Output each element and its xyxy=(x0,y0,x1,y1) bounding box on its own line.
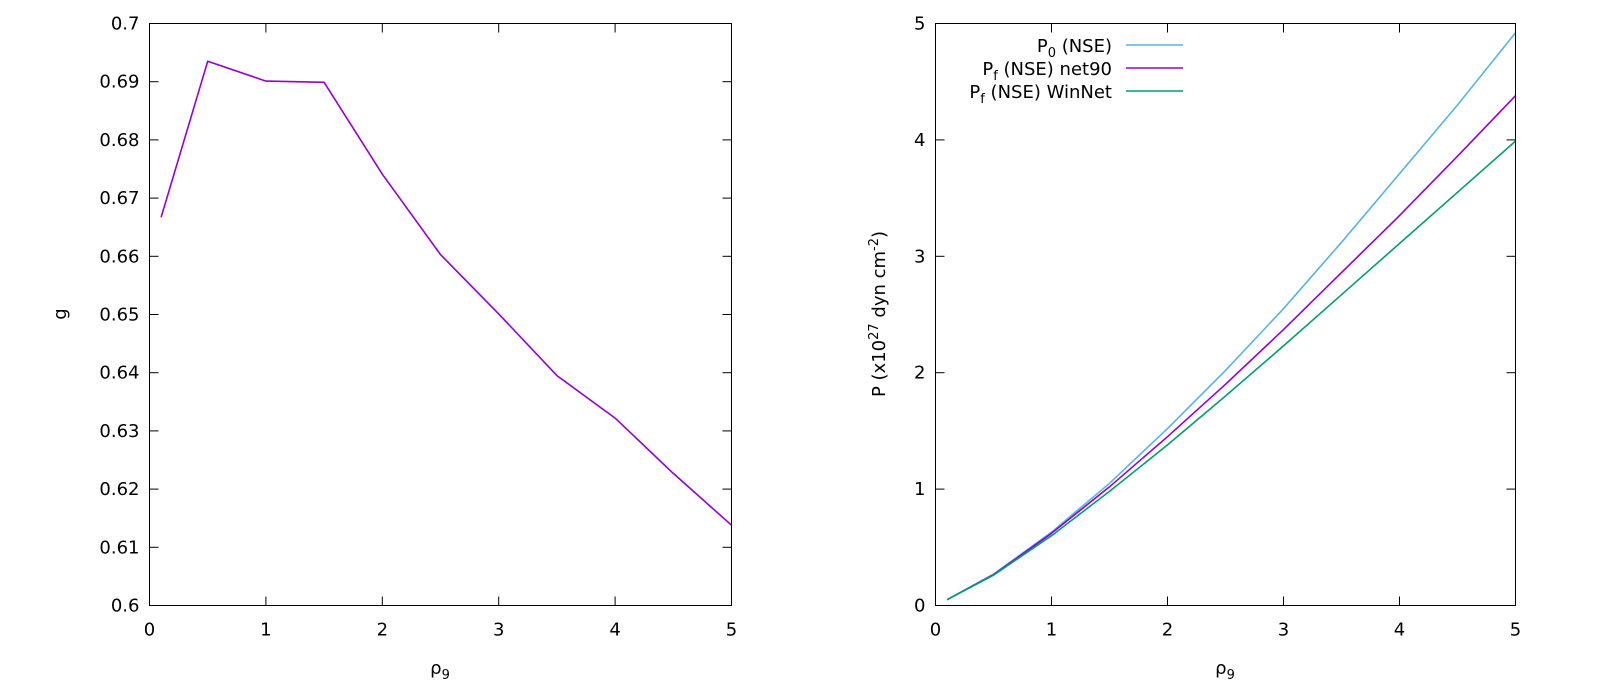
y-tick-label: 0.64 xyxy=(99,363,139,384)
y-tick-label: 0.65 xyxy=(99,305,139,326)
x-axis-title-base: ρ xyxy=(430,658,441,679)
legend-entry: P0 (NSE) xyxy=(1037,36,1183,61)
y-tick-label: 2 xyxy=(914,363,925,384)
y-axis-title-sup1: 27 xyxy=(867,323,882,340)
ticks-layer: 0 1 2 3 4 5 0 1 2 3 4 5 xyxy=(914,14,1521,641)
series-line-3 xyxy=(946,140,1517,601)
legend-label: Pf (NSE) net90 xyxy=(982,59,1112,84)
x-tick-label: 3 xyxy=(1278,620,1289,641)
legend-label-base: P xyxy=(969,82,980,103)
y-tick-label: 4 xyxy=(914,130,925,151)
legend-label-base: P xyxy=(1037,36,1048,57)
x-tick-label: 1 xyxy=(260,620,271,641)
legend-label: Pf (NSE) WinNet xyxy=(969,82,1112,107)
y-tick-label: 1 xyxy=(914,479,925,500)
y-axis-title-mid: dyn cm xyxy=(869,251,890,323)
x-tick-label: 2 xyxy=(1162,620,1173,641)
x-tick-label: 2 xyxy=(377,620,388,641)
legend-label-sub: f xyxy=(993,69,998,84)
y-tick-label: 0.7 xyxy=(111,14,140,35)
legend-label-rest: (NSE) WinNet xyxy=(985,82,1112,103)
x-axis-title-base: ρ xyxy=(1215,658,1226,679)
legend-label-rest: (NSE) xyxy=(1056,36,1112,57)
y-axis-title-sup2: -2 xyxy=(867,238,882,251)
x-tick-label: 3 xyxy=(493,620,504,641)
y-tick-label: 0.67 xyxy=(99,188,139,209)
x-tick-label: 4 xyxy=(609,620,620,641)
series-layer xyxy=(160,60,733,526)
x-axis-title: ρ9 xyxy=(1215,658,1235,683)
y-axis-title: P (x1027 dyn cm-2) xyxy=(867,231,890,397)
y-tick-label: 5 xyxy=(914,14,925,35)
x-tick-label: 5 xyxy=(726,620,737,641)
y-tick-label: 0.62 xyxy=(99,479,139,500)
x-tick-label: 0 xyxy=(144,620,155,641)
legend-label-rest: (NSE) net90 xyxy=(998,59,1112,80)
x-tick-label: 5 xyxy=(1510,620,1521,641)
x-tick-label: 4 xyxy=(1394,620,1405,641)
panel-g-vs-rho: 0 1 2 3 4 5 0.6 0.61 0.62 0.63 0.64 0.65 0.66 0.67 0.6… xyxy=(50,14,737,684)
legend-label-sub: 0 xyxy=(1048,46,1056,61)
y-tick-label: 0.68 xyxy=(99,130,139,151)
y-axis-title-post: ) xyxy=(869,231,890,238)
x-axis-title: ρ9 xyxy=(430,658,450,683)
series-line-1 xyxy=(160,60,733,526)
y-tick-label: 0.61 xyxy=(99,537,139,558)
series-line-1 xyxy=(946,32,1517,601)
plot-frame xyxy=(149,23,732,606)
series-layer xyxy=(946,32,1517,601)
y-tick-label: 0 xyxy=(914,596,925,617)
x-tick-label: 0 xyxy=(930,620,941,641)
y-tick-label: 0.69 xyxy=(99,72,139,93)
ticks-layer: 0 1 2 3 4 5 0.6 0.61 0.62 0.63 0.64 0.65 0.66 0.67 0.6… xyxy=(99,14,737,641)
legend-label: P0 (NSE) xyxy=(1037,36,1112,61)
x-axis-title-sub: 9 xyxy=(1227,668,1235,683)
legend-entry: Pf (NSE) net90 xyxy=(982,59,1183,84)
legend-entry: Pf (NSE) WinNet xyxy=(969,82,1183,107)
legend-label-base: P xyxy=(982,59,993,80)
y-axis-title: g xyxy=(50,308,71,319)
legend-label-sub: f xyxy=(980,92,985,107)
y-axis-title-pre: P (x10 xyxy=(869,340,890,397)
y-tick-label: 0.63 xyxy=(99,421,139,442)
x-axis-title-sub: 9 xyxy=(442,668,450,683)
y-tick-label: 0.66 xyxy=(99,246,139,267)
series-line-2 xyxy=(946,95,1517,601)
x-tick-label: 1 xyxy=(1046,620,1057,641)
plot-frame xyxy=(935,23,1516,606)
y-tick-label: 0.6 xyxy=(111,596,140,617)
y-tick-label: 3 xyxy=(914,246,925,267)
legend: P0 (NSE) Pf (NSE) net90 Pf (NSE) WinNet xyxy=(969,36,1183,107)
